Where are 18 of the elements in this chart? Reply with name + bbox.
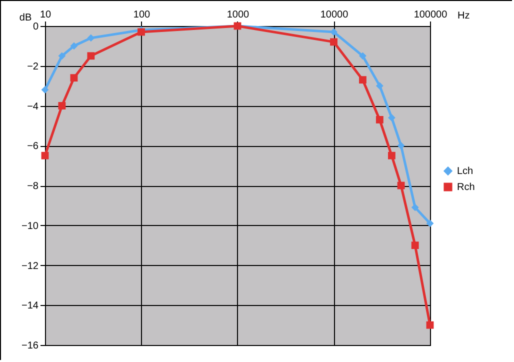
y-tick-label: −16	[22, 340, 39, 352]
y-tick-label: −14	[22, 300, 39, 312]
y-tick-label: −2	[27, 61, 39, 72]
x-tick-label: 1000	[226, 10, 250, 20]
x-tick-label: 10	[40, 10, 52, 20]
x-tick-label: 100	[133, 10, 151, 20]
y-tick-label: −6	[27, 141, 39, 152]
legend-label: Lch	[457, 166, 474, 177]
y-axis-title: dB	[19, 12, 32, 24]
x-axis-title: Hz	[458, 10, 470, 22]
x-tick-label: 100000	[414, 10, 448, 20]
y-tick-label: −12	[22, 260, 39, 272]
y-tick-label: 0	[32, 22, 39, 32]
legend-label: Rch	[457, 182, 475, 193]
x-tick-label: 10000	[320, 10, 349, 20]
y-tick-label: −4	[27, 101, 39, 112]
y-tick-label: −10	[22, 220, 39, 232]
y-tick-label: −8	[27, 181, 39, 192]
